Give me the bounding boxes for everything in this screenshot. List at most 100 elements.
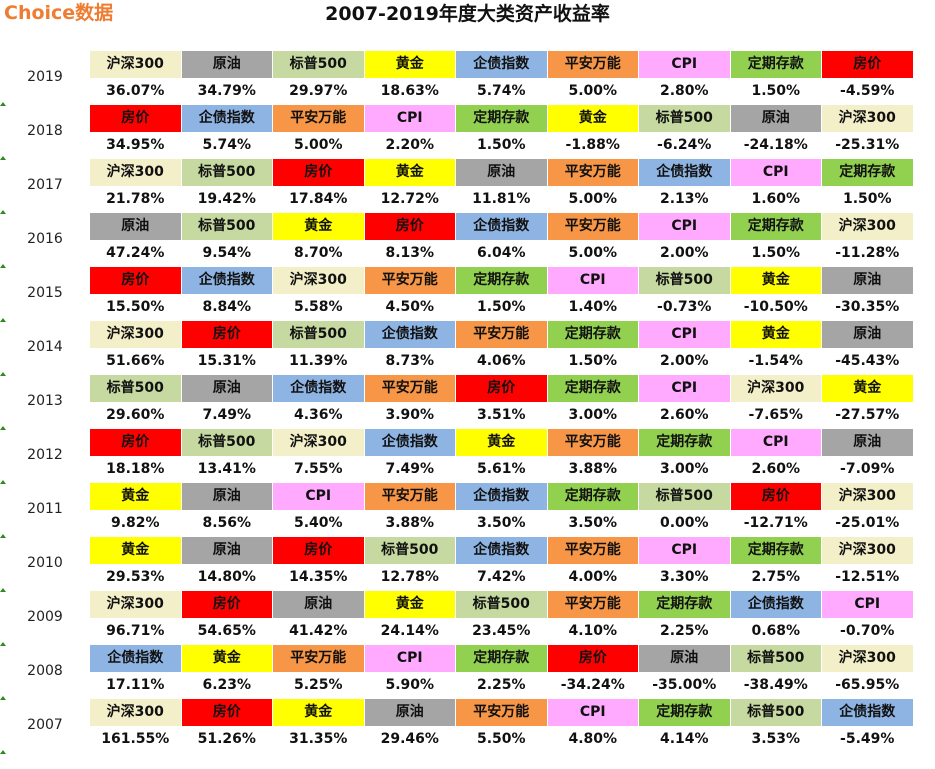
asset-cell: 黄金 -10.50% — [730, 267, 821, 321]
return-value: 1.50% — [730, 240, 821, 267]
asset-name: 平安万能 — [547, 159, 638, 186]
asset-name: 标普500 — [181, 213, 272, 240]
chart-title: 2007-2019年度大类资产收益率 — [325, 3, 610, 25]
asset-cell: 黄金 31.35% — [273, 699, 364, 753]
asset-name: 定期存款 — [547, 321, 638, 348]
asset-cell: 定期存款 3.00% — [639, 429, 730, 483]
asset-cell: 沪深300 7.55% — [273, 429, 364, 483]
asset-name: 原油 — [730, 105, 821, 132]
asset-name: 沪深300 — [90, 699, 181, 726]
asset-cell: CPI -0.70% — [822, 591, 913, 645]
asset-cell: 企债指数 0.68% — [730, 591, 821, 645]
asset-name: 标普500 — [639, 483, 730, 510]
asset-name: 房价 — [181, 321, 272, 348]
return-value: 8.70% — [273, 240, 364, 267]
return-value: -24.18% — [730, 132, 821, 159]
asset-cell: 企债指数 8.84% — [181, 267, 272, 321]
return-value: 5.00% — [273, 132, 364, 159]
asset-cell: 平安万能 4.50% — [364, 267, 455, 321]
asset-name: 黄金 — [90, 483, 181, 510]
asset-cell: 原油 -35.00% — [639, 645, 730, 699]
return-value: 8.13% — [364, 240, 455, 267]
return-value: 2.25% — [639, 618, 730, 645]
asset-cell: 原油 8.56% — [181, 483, 272, 537]
return-value: 51.66% — [90, 348, 181, 375]
asset-name: 平安万能 — [273, 645, 364, 672]
asset-cell: CPI 1.40% — [547, 267, 638, 321]
asset-name: 沪深300 — [822, 105, 913, 132]
return-value: 12.78% — [364, 564, 455, 591]
asset-cell: 平安万能 3.88% — [364, 483, 455, 537]
asset-name: 房价 — [730, 483, 821, 510]
year-label: 2015 — [27, 285, 63, 301]
return-value: 18.63% — [364, 78, 455, 105]
asset-name: 标普500 — [273, 321, 364, 348]
asset-name: 定期存款 — [639, 591, 730, 618]
asset-name: 企债指数 — [822, 699, 913, 726]
asset-cell: 平安万能 3.88% — [547, 429, 638, 483]
asset-name: 黄金 — [364, 51, 455, 78]
asset-cell: 定期存款 1.50% — [456, 267, 547, 321]
asset-cell: 标普500 -0.73% — [639, 267, 730, 321]
return-value: -0.70% — [822, 618, 913, 645]
asset-name: 标普500 — [730, 645, 821, 672]
asset-name: 定期存款 — [639, 699, 730, 726]
asset-name: 沪深300 — [822, 645, 913, 672]
return-value: 34.95% — [90, 132, 181, 159]
asset-name: 黄金 — [364, 159, 455, 186]
asset-name: CPI — [822, 591, 913, 618]
return-value: 8.56% — [181, 510, 272, 537]
asset-cell: CPI 5.40% — [273, 483, 364, 537]
asset-name: 沪深300 — [822, 483, 913, 510]
return-value: 5.40% — [273, 510, 364, 537]
asset-name: 企债指数 — [181, 105, 272, 132]
return-value: 4.80% — [547, 726, 638, 753]
asset-cell: 黄金 18.63% — [364, 51, 455, 105]
asset-name: CPI — [639, 321, 730, 348]
return-value: 4.36% — [273, 402, 364, 429]
asset-cell: CPI 4.80% — [547, 699, 638, 753]
asset-cell: 沪深300 5.58% — [273, 267, 364, 321]
return-value: 5.00% — [547, 78, 638, 105]
asset-cell: CPI 2.60% — [730, 429, 821, 483]
year-label: 2016 — [27, 231, 63, 247]
asset-name: 房价 — [547, 645, 638, 672]
asset-name: CPI — [639, 51, 730, 78]
asset-cell: CPI 3.30% — [639, 537, 730, 591]
return-value: 2.75% — [730, 564, 821, 591]
asset-name: 定期存款 — [730, 213, 821, 240]
asset-cell: 原油 -30.35% — [822, 267, 913, 321]
return-value: 5.50% — [456, 726, 547, 753]
return-value: 3.00% — [547, 402, 638, 429]
asset-cell: 黄金 -1.54% — [730, 321, 821, 375]
return-value: -7.65% — [730, 402, 821, 429]
return-value: 41.42% — [273, 618, 364, 645]
asset-cell: CPI 2.00% — [639, 321, 730, 375]
asset-cell: 房价 15.31% — [181, 321, 272, 375]
return-value: 24.14% — [364, 618, 455, 645]
asset-name: 黄金 — [90, 537, 181, 564]
return-value: 17.11% — [90, 672, 181, 699]
return-value: 3.00% — [639, 456, 730, 483]
asset-cell: 原油 7.49% — [181, 375, 272, 429]
asset-name: 平安万能 — [547, 429, 638, 456]
asset-name: 房价 — [273, 537, 364, 564]
asset-cell: 沪深300 36.07% — [90, 51, 181, 105]
return-value: 1.50% — [547, 348, 638, 375]
row-marker-icon — [0, 696, 6, 700]
asset-name: 黄金 — [456, 429, 547, 456]
asset-cell: 平安万能 5.50% — [456, 699, 547, 753]
asset-cell: 黄金 24.14% — [364, 591, 455, 645]
return-value: 51.26% — [181, 726, 272, 753]
return-value: 3.50% — [456, 510, 547, 537]
asset-name: 定期存款 — [639, 429, 730, 456]
return-value: -5.49% — [822, 726, 913, 753]
return-value: 31.35% — [273, 726, 364, 753]
return-value: 15.31% — [181, 348, 272, 375]
asset-name: CPI — [639, 537, 730, 564]
return-value: 29.53% — [90, 564, 181, 591]
asset-name: 原油 — [822, 267, 913, 294]
return-value: 13.41% — [181, 456, 272, 483]
return-value: 12.72% — [364, 186, 455, 213]
asset-name: 沪深300 — [273, 267, 364, 294]
